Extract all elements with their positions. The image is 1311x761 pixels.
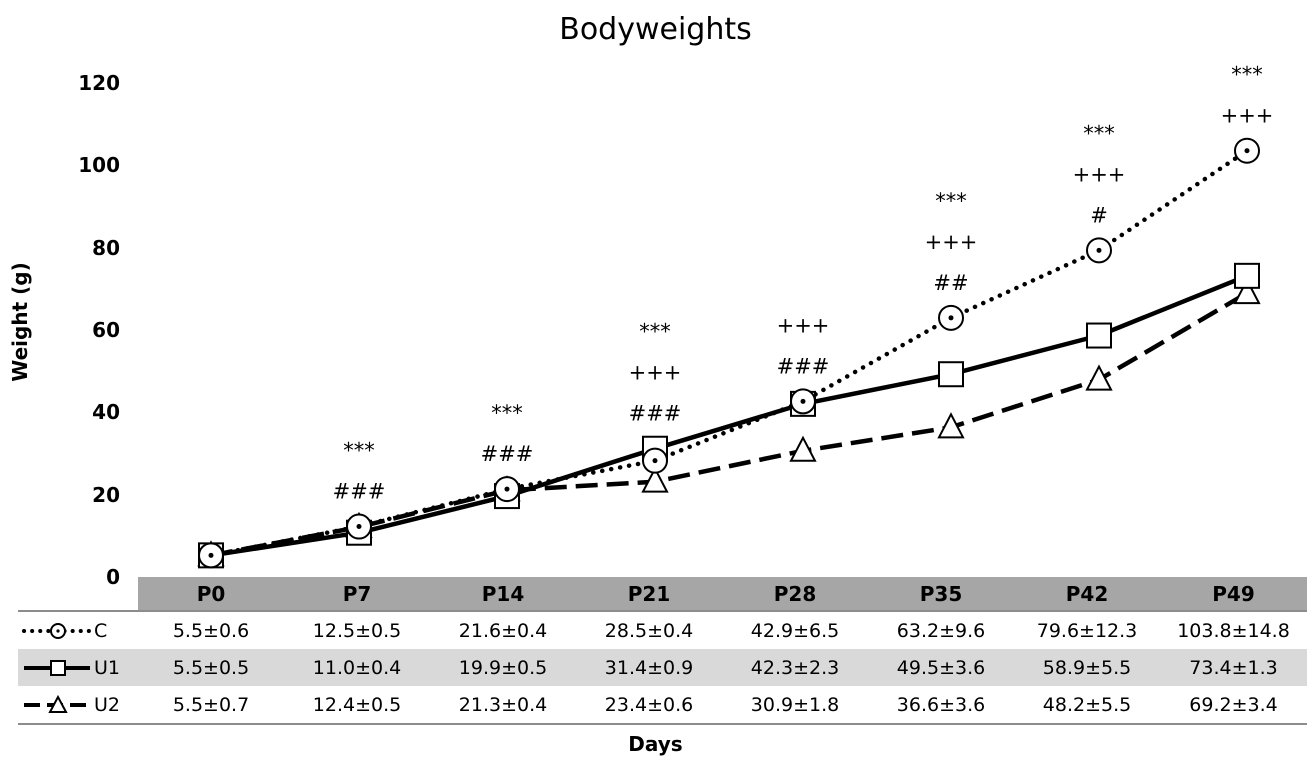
significance-marker: *** <box>343 439 375 463</box>
data-table-row-u2: U2 5.5±0.7 12.4±0.5 21.3±0.4 23.4±0.6 30… <box>18 686 1307 725</box>
significance-marker: ### <box>481 442 534 466</box>
data-cell: 11.0±0.4 <box>284 649 430 686</box>
legend-entry-u2: U2 <box>18 686 138 725</box>
data-cell: 19.9±0.5 <box>430 649 576 686</box>
significance-marker: *** <box>1083 121 1115 145</box>
series-line-c <box>208 148 1250 558</box>
data-cell: 73.4±1.3 <box>1160 649 1307 686</box>
y-tick-label: 120 <box>78 71 120 95</box>
data-point-c-center <box>208 552 214 558</box>
category-label: P28 <box>722 577 868 611</box>
category-label: P49 <box>1160 577 1307 611</box>
data-cell: 69.2±3.4 <box>1160 686 1307 725</box>
y-tick-label: 0 <box>106 565 120 589</box>
data-cell: 21.6±0.4 <box>430 610 576 649</box>
data-cell: 36.6±3.6 <box>868 686 1014 725</box>
category-label: P0 <box>138 577 284 611</box>
data-point-u2 <box>1085 364 1113 391</box>
significance-marker: +++ <box>925 230 978 254</box>
category-label: P14 <box>430 577 576 611</box>
significance-marker: ## <box>933 271 968 295</box>
significance-marker: *** <box>1231 63 1263 87</box>
plot-area: *** ### *** ### *** +++ ### +++ ### *** +++ ## *** ++… <box>197 63 1274 569</box>
data-table-row-c: C 5.5±0.6 12.5±0.5 21.6±0.4 28.5±0.4 42.… <box>18 610 1307 649</box>
data-point-c-center <box>1244 148 1250 154</box>
data-cell: 58.9±5.5 <box>1014 649 1160 686</box>
data-cell: 28.5±0.4 <box>576 610 722 649</box>
category-label: P35 <box>868 577 1014 611</box>
significance-marker: ### <box>629 402 682 426</box>
data-cell: 79.6±12.3 <box>1014 610 1160 649</box>
data-table-header-row: P0 P7 P14 P21 P28 P35 P42 P49 <box>18 577 1307 611</box>
data-cell: 5.5±0.6 <box>138 610 284 649</box>
category-label: P42 <box>1014 577 1160 611</box>
significance-marker: # <box>1090 203 1108 227</box>
data-point-c-center <box>652 458 658 464</box>
significance-marker: +++ <box>777 313 830 337</box>
y-tick-label: 20 <box>92 482 120 507</box>
data-cell: 5.5±0.5 <box>138 649 284 686</box>
data-point-u1 <box>1086 322 1112 349</box>
legend-entry-u1: U1 <box>18 649 138 686</box>
significance-marker: ### <box>333 480 386 504</box>
data-point-u1 <box>938 361 964 388</box>
significance-marker: *** <box>935 189 967 213</box>
data-point-u2 <box>789 435 817 462</box>
data-cell: 21.3±0.4 <box>430 686 576 725</box>
legend-dotted-circle-icon <box>22 622 92 639</box>
category-label: P21 <box>576 577 722 611</box>
data-point-c-center <box>1096 247 1102 253</box>
data-cell: 63.2±9.6 <box>868 610 1014 649</box>
legend-solid-square-icon <box>24 659 90 676</box>
y-tick-label: 40 <box>92 400 120 425</box>
significance-marker: +++ <box>1221 104 1274 128</box>
y-tick-label: 80 <box>92 235 120 260</box>
significance-marker: *** <box>491 401 523 425</box>
y-tick-label: 60 <box>92 318 120 342</box>
data-cell: 31.4±0.9 <box>576 649 722 686</box>
series-line-u2 <box>210 291 1249 558</box>
significance-marker: *** <box>639 320 671 344</box>
data-cell: 49.5±3.6 <box>868 649 1014 686</box>
data-table: P0 P7 P14 P21 P28 P35 P42 P49 C 5.5±0.6 … <box>18 577 1307 725</box>
data-cell: 48.2±5.5 <box>1014 686 1160 725</box>
y-tick-label: 100 <box>78 153 120 178</box>
data-cell: 103.8±14.8 <box>1160 610 1307 649</box>
data-point-c-center <box>356 524 362 530</box>
data-point-u2 <box>937 412 965 439</box>
data-cell: 42.9±6.5 <box>722 610 868 649</box>
legend-entry-c: C <box>18 610 138 649</box>
data-point-c-center <box>504 486 510 492</box>
series-line-u1 <box>208 273 1250 558</box>
data-cell: 23.4±0.6 <box>576 686 722 725</box>
data-point-c-center <box>800 398 806 404</box>
significance-marker: +++ <box>629 361 682 385</box>
x-axis-label: Days <box>628 732 683 756</box>
data-table-row-u1: U1 5.5±0.5 11.0±0.4 19.9±0.5 31.4±0.9 42… <box>18 649 1307 686</box>
data-cell: 12.4±0.5 <box>284 686 430 725</box>
chart-title: Bodyweights <box>559 12 752 47</box>
significance-marker: +++ <box>1073 162 1126 186</box>
data-point-u2 <box>1233 277 1261 305</box>
category-label: P7 <box>284 577 430 611</box>
data-cell: 30.9±1.8 <box>722 686 868 725</box>
data-cell: 12.5±0.5 <box>284 610 430 649</box>
data-cell: 42.3±2.3 <box>722 649 868 686</box>
legend-dashed-triangle-icon <box>24 694 90 713</box>
data-point-u2 <box>641 466 669 493</box>
significance-marker: ### <box>777 354 830 378</box>
data-point-c-center <box>948 315 954 321</box>
legend-label: U1 <box>94 656 120 679</box>
legend-label: U2 <box>94 693 120 716</box>
data-cell: 5.5±0.7 <box>138 686 284 725</box>
legend-label: C <box>94 619 108 642</box>
data-point-u1 <box>1234 262 1260 289</box>
data-table-corner <box>18 577 138 611</box>
